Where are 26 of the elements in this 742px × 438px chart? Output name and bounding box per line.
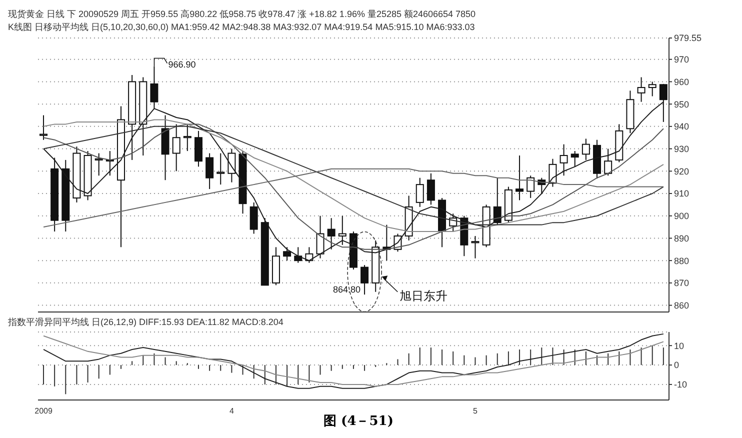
y-tick-label: 950 [674, 99, 690, 110]
y-tick-label: 890 [674, 233, 690, 244]
y-tick-label: 10 [674, 340, 684, 351]
chart-title: 现货黄金 日线 下 20090529 周五 开959.55 高980.22 低958.75 收978.47 涨 +18.82 1.96% 量25285 额24606654 7850 [8, 8, 476, 21]
x-tick-label: 4 [230, 406, 234, 416]
chart-subtitle: K线图 日移动平均线 日(5,10,20,30,60,0) MA1:959.42 MA2:948.38 MA3:932.07 MA4:919.54 MA5:915.10 MA6:933.03 [8, 21, 475, 34]
annotation: 966.90 [168, 59, 196, 70]
y-tick-label: 910 [674, 188, 690, 199]
y-tick-label: 870 [674, 278, 690, 288]
y-tick-label: 860 [674, 300, 690, 310]
y-tick-label: 880 [674, 256, 690, 266]
y-tick-label: 940 [674, 122, 690, 132]
y-tick-label: 900 [674, 211, 690, 222]
x-tick-label: 2009 [34, 406, 53, 416]
y-tick-label: 920 [674, 166, 690, 176]
text: 图 (4－51) [324, 414, 394, 429]
y-tick-label: 0 [674, 360, 680, 370]
y-tick-label: 979.55 [674, 33, 702, 44]
y-tick-label: 960 [674, 76, 690, 87]
y-tick-label: 970 [674, 54, 690, 65]
x-tick-label: 5 [473, 406, 478, 416]
annotation: 旭日东升 [400, 288, 448, 305]
y-tick-label: -10 [674, 380, 688, 390]
annotation: 864.80 [333, 284, 361, 295]
chart-title: 指数平滑异同平均线 日(26,12,9) DIFF:15.93 DEA:11.82 MACD:8.204 [8, 316, 284, 329]
y-tick-label: 930 [674, 144, 690, 154]
